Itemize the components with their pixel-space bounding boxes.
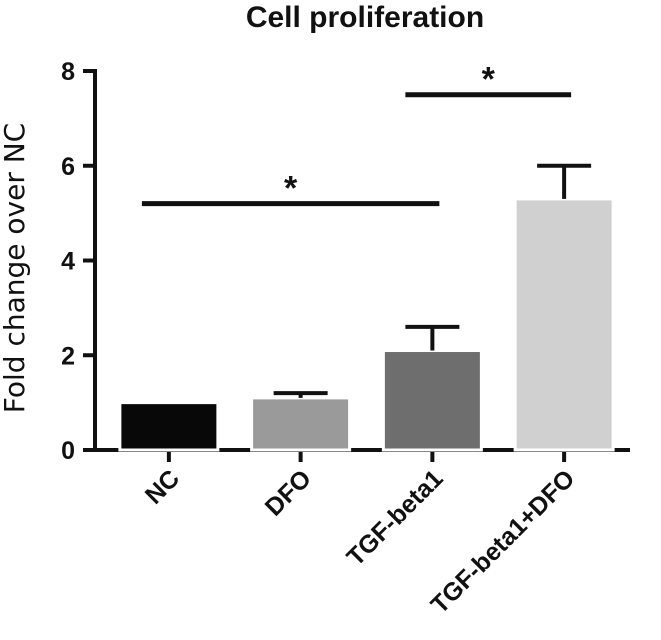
- significance-markers: **: [141, 61, 572, 208]
- x-tick-label: DFO: [260, 464, 317, 521]
- significance-star: *: [482, 61, 496, 99]
- bars: [118, 197, 615, 452]
- y-tick-label: 4: [61, 248, 75, 276]
- x-tick-label: TGF-beta1+DFO: [426, 464, 581, 619]
- x-tick-label: TGF-beta1: [341, 464, 448, 571]
- bar: [250, 396, 352, 452]
- error-bars: [273, 163, 592, 398]
- y-axis-label: Fold change over NC: [0, 123, 31, 413]
- significance-star: *: [284, 170, 298, 208]
- x-tick-label: NC: [140, 464, 185, 509]
- y-tick-label: 8: [61, 58, 75, 86]
- bar: [513, 197, 615, 452]
- y-tick-label: 0: [61, 437, 75, 465]
- bar: [381, 349, 483, 452]
- y-tick-label: 6: [61, 153, 75, 181]
- bar: [118, 401, 220, 452]
- y-tick-label: 2: [61, 342, 75, 370]
- chart-title: Cell proliferation: [246, 1, 484, 34]
